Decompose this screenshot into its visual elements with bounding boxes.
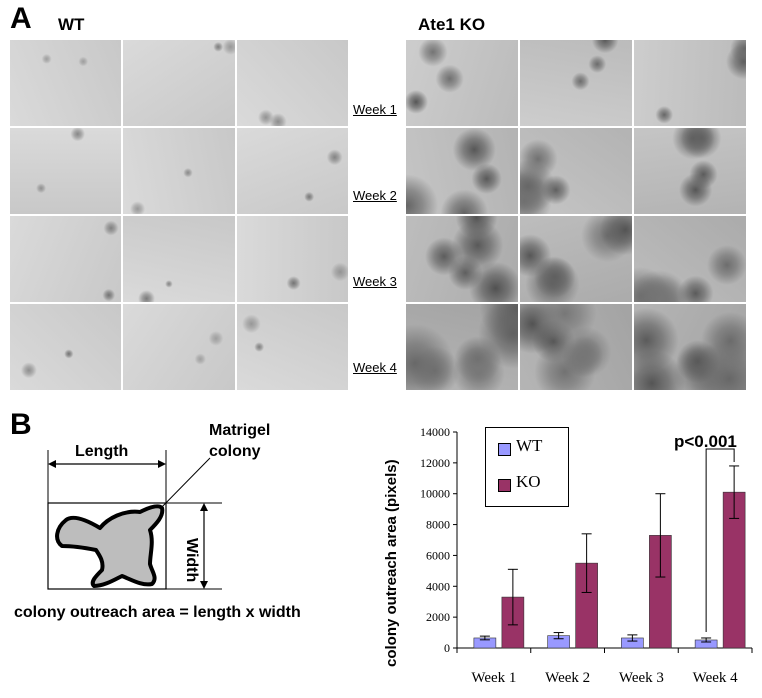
legend-wt-swatch bbox=[498, 443, 511, 456]
wt-micrograph-w1-2 bbox=[123, 40, 235, 126]
chart-legend: WT KO bbox=[485, 427, 569, 507]
ko-micrograph-w2-2 bbox=[520, 128, 632, 214]
y-tick-label: 12000 bbox=[420, 456, 450, 470]
ko-micrograph-w3-2 bbox=[520, 216, 632, 302]
y-tick-label: 4000 bbox=[426, 579, 450, 593]
outreach-bar-chart: 0 2000 4000 6000 8000 10000 12000 14000 Week 1 We… bbox=[420, 425, 753, 686]
colony-shape bbox=[55, 504, 165, 588]
wt-title: WT bbox=[58, 15, 85, 34]
wt-micrograph-w4-1 bbox=[10, 304, 122, 390]
wt-micrograph-w4-3 bbox=[236, 304, 348, 390]
week-label-4: Week 4 bbox=[353, 360, 397, 375]
week-label-1: Week 1 bbox=[353, 102, 397, 117]
ko-micrograph-w3-3 bbox=[634, 216, 746, 302]
wt-micrograph-w3-2 bbox=[123, 216, 235, 302]
y-axis-label: colony outreach area (pixels) bbox=[383, 459, 400, 667]
wt-micrograph-w2-3 bbox=[236, 128, 348, 214]
wt-micrograph-w1-3 bbox=[236, 40, 348, 126]
y-tick-label: 10000 bbox=[420, 487, 450, 501]
y-tick-label: 6000 bbox=[426, 548, 450, 562]
y-tick-label: 14000 bbox=[420, 425, 450, 439]
y-tick-label: 8000 bbox=[426, 518, 450, 532]
significance-bracket bbox=[705, 448, 735, 632]
x-category-label: Week 4 bbox=[693, 670, 739, 686]
legend-wt-label: WT bbox=[516, 436, 543, 455]
x-category-label: Week 2 bbox=[545, 670, 590, 686]
area-formula: colony outreach area = length x width bbox=[14, 604, 301, 621]
legend-ko-label: KO bbox=[516, 472, 541, 491]
x-category-label: Week 1 bbox=[471, 670, 516, 686]
ko-micrograph-w4-3 bbox=[634, 304, 746, 390]
ko-micrograph-w2-3 bbox=[634, 128, 746, 214]
panel-b-letter: B bbox=[10, 408, 32, 441]
ko-micrograph-w1-3 bbox=[634, 40, 746, 126]
panel-a-letter: A bbox=[10, 2, 32, 35]
length-label: Length bbox=[75, 443, 129, 460]
ko-micrograph-w4-2 bbox=[520, 304, 632, 390]
wt-micrograph-w4-2 bbox=[123, 304, 235, 390]
ko-micrograph-w3-1 bbox=[406, 216, 518, 302]
wt-micrograph-grid bbox=[10, 40, 348, 390]
wt-micrograph-w3-1 bbox=[10, 216, 122, 302]
ko-micrograph-w1-2 bbox=[520, 40, 632, 126]
ko-micrograph-grid bbox=[406, 40, 746, 390]
wt-micrograph-w2-1 bbox=[10, 128, 122, 214]
y-tick-label: 2000 bbox=[426, 610, 450, 624]
bounding-rectangle bbox=[47, 502, 167, 590]
wt-micrograph-w1-1 bbox=[10, 40, 122, 126]
ko-micrograph-w4-1 bbox=[406, 304, 518, 390]
ko-title: Ate1 KO bbox=[418, 15, 486, 34]
wt-micrograph-w3-3 bbox=[236, 216, 348, 302]
legend-ko-swatch bbox=[498, 479, 511, 492]
ko-micrograph-w1-1 bbox=[406, 40, 518, 126]
colony-label-line2: colony bbox=[209, 443, 261, 460]
colony-diagram bbox=[47, 450, 222, 590]
width-label: Width bbox=[183, 538, 200, 583]
p-value-annotation: p<0.001 bbox=[674, 432, 737, 451]
ko-micrograph-w2-1 bbox=[406, 128, 518, 214]
colony-label-line1: Matrigel bbox=[209, 422, 271, 439]
x-category-label: Week 3 bbox=[619, 670, 664, 686]
y-tick-label: 0 bbox=[444, 641, 450, 655]
week-label-3: Week 3 bbox=[353, 274, 397, 289]
wt-micrograph-w2-2 bbox=[123, 128, 235, 214]
week-label-2: Week 2 bbox=[353, 188, 397, 203]
